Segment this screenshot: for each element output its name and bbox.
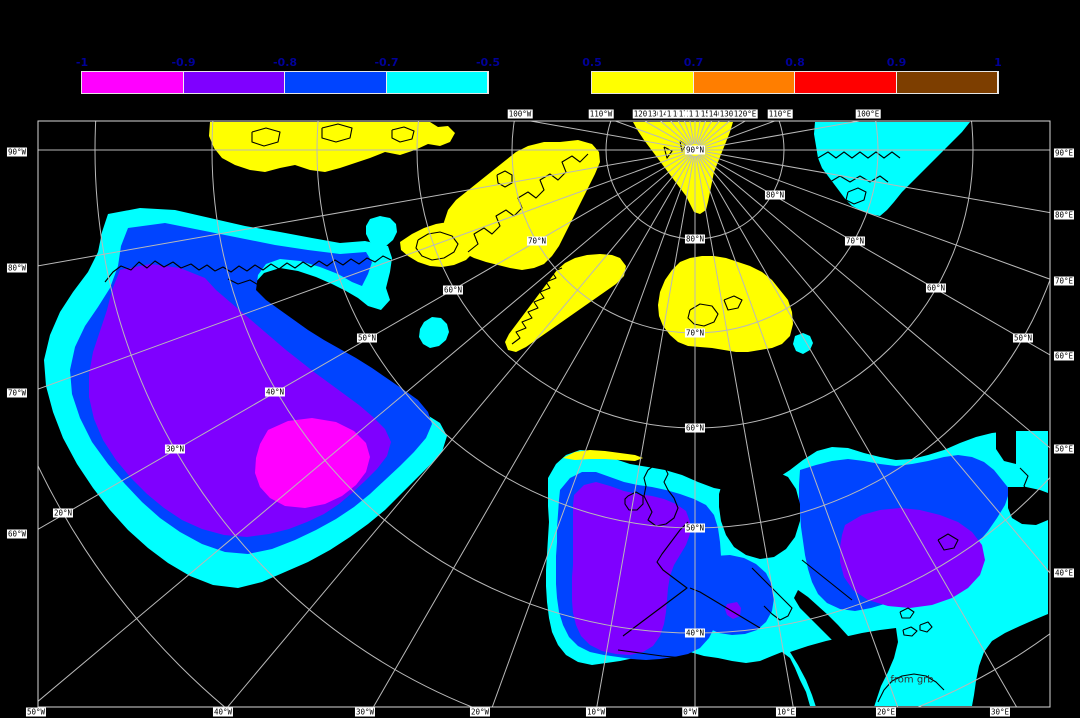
colorbar-tick: 0.7 <box>683 56 704 69</box>
colorbar-segment-magenta <box>82 72 184 93</box>
coastline-19 <box>937 533 959 551</box>
coastline-15 <box>689 587 761 629</box>
coastline-16 <box>751 567 793 621</box>
gridline-meridian--10 <box>596 155 695 707</box>
gridline-meridian-70 <box>700 151 1050 280</box>
gridline-meridian-10 <box>695 155 794 707</box>
gridline-meridian--80 <box>38 150 690 267</box>
colorbar-tick: 0.5 <box>582 56 602 69</box>
colorbar-segment-yellow <box>592 72 694 93</box>
gridline-meridian--20 <box>491 155 694 707</box>
region-labrador-pos-lobe <box>400 222 476 267</box>
region-hole-south-wedge <box>790 628 898 707</box>
colorbar-positive: 0.5 0.7 0.8 0.9 1 <box>582 56 1002 94</box>
gridline-meridian--100 <box>527 121 690 150</box>
coastline-17 <box>801 559 853 601</box>
coastline-1 <box>227 278 319 291</box>
colorbar-segment-brown <box>896 72 998 93</box>
coastline-20 <box>1019 467 1031 503</box>
coastline-12 <box>624 491 644 511</box>
region-siberia-neg-cyan <box>814 122 970 216</box>
colorbar-tick: 0.9 <box>886 56 907 69</box>
region-baffin-pos-patch <box>444 140 600 270</box>
gridline-meridian-60 <box>699 152 1050 356</box>
region-atlantic-neg-magenta <box>255 418 370 508</box>
region-coastal-pos-streak <box>505 254 626 352</box>
coastline-13 <box>622 521 689 637</box>
coastline-29 <box>902 626 918 637</box>
region-arctic-pos-band <box>209 122 455 172</box>
gridline-meridian--30 <box>372 154 693 707</box>
coastline-28 <box>877 673 945 703</box>
colorbar-segment-purple <box>183 72 285 93</box>
colorbar-segment-orange <box>693 72 795 93</box>
coastline-11 <box>643 463 679 527</box>
colorbar-tick: -0.9 <box>171 56 196 69</box>
gridline-meridian--50 <box>38 153 691 702</box>
coastline-7 <box>723 295 743 311</box>
gridline-meridian-40 <box>698 154 1050 574</box>
gridline-meridian-20 <box>696 155 899 707</box>
region-small-cyan-barents <box>793 333 813 354</box>
gridline-meridian--70 <box>38 151 690 390</box>
colorbar-tick: 0.8 <box>785 56 805 69</box>
coastline-8 <box>817 151 901 159</box>
coastline-21 <box>251 127 281 147</box>
coastline-10 <box>845 187 867 205</box>
coastline-4 <box>415 231 459 261</box>
region-small-cyan-mid <box>419 317 449 348</box>
region-hole-topright-notch <box>996 431 1016 464</box>
coastline-14 <box>725 469 737 519</box>
region-europe-neg-blue-italy <box>700 555 774 635</box>
coastline-2 <box>467 153 589 253</box>
colorbar-segment-blue <box>285 72 387 93</box>
coastline-22 <box>321 123 353 143</box>
coastline-3 <box>496 170 513 188</box>
colorbar-tick: -1 <box>75 56 89 69</box>
region-europe-neg-purple-east <box>840 508 985 608</box>
colorbar-tick: -0.7 <box>374 56 399 69</box>
colorbar-tick: -0.8 <box>272 56 298 69</box>
coastline-5 <box>511 267 563 345</box>
coastline-6 <box>687 303 719 327</box>
gridline-meridian-80 <box>700 150 1050 214</box>
map-frame <box>37 120 1051 708</box>
region-small-cyan-left <box>366 216 397 247</box>
gridline-meridian--40 <box>226 154 692 707</box>
colorbar-negative: -1 -0.9 -0.8 -0.7 -0.5 <box>76 56 500 94</box>
gridline-meridian-100 <box>700 121 863 150</box>
map-annotation: from grb <box>890 674 934 686</box>
coastline-27 <box>919 621 933 633</box>
colorbar-segment-cyan <box>386 72 488 93</box>
coastline-26 <box>899 607 915 619</box>
region-hole-right-notch <box>1008 487 1048 525</box>
colorbar-tick: -0.5 <box>475 56 501 69</box>
gridline-meridian-30 <box>697 154 1018 707</box>
coastline-0 <box>104 255 392 283</box>
coastline-23 <box>391 126 415 143</box>
colorbar-tick: 1 <box>994 56 1002 69</box>
gridline-meridian--60 <box>38 152 691 530</box>
colorbar-segment-red <box>795 72 897 93</box>
